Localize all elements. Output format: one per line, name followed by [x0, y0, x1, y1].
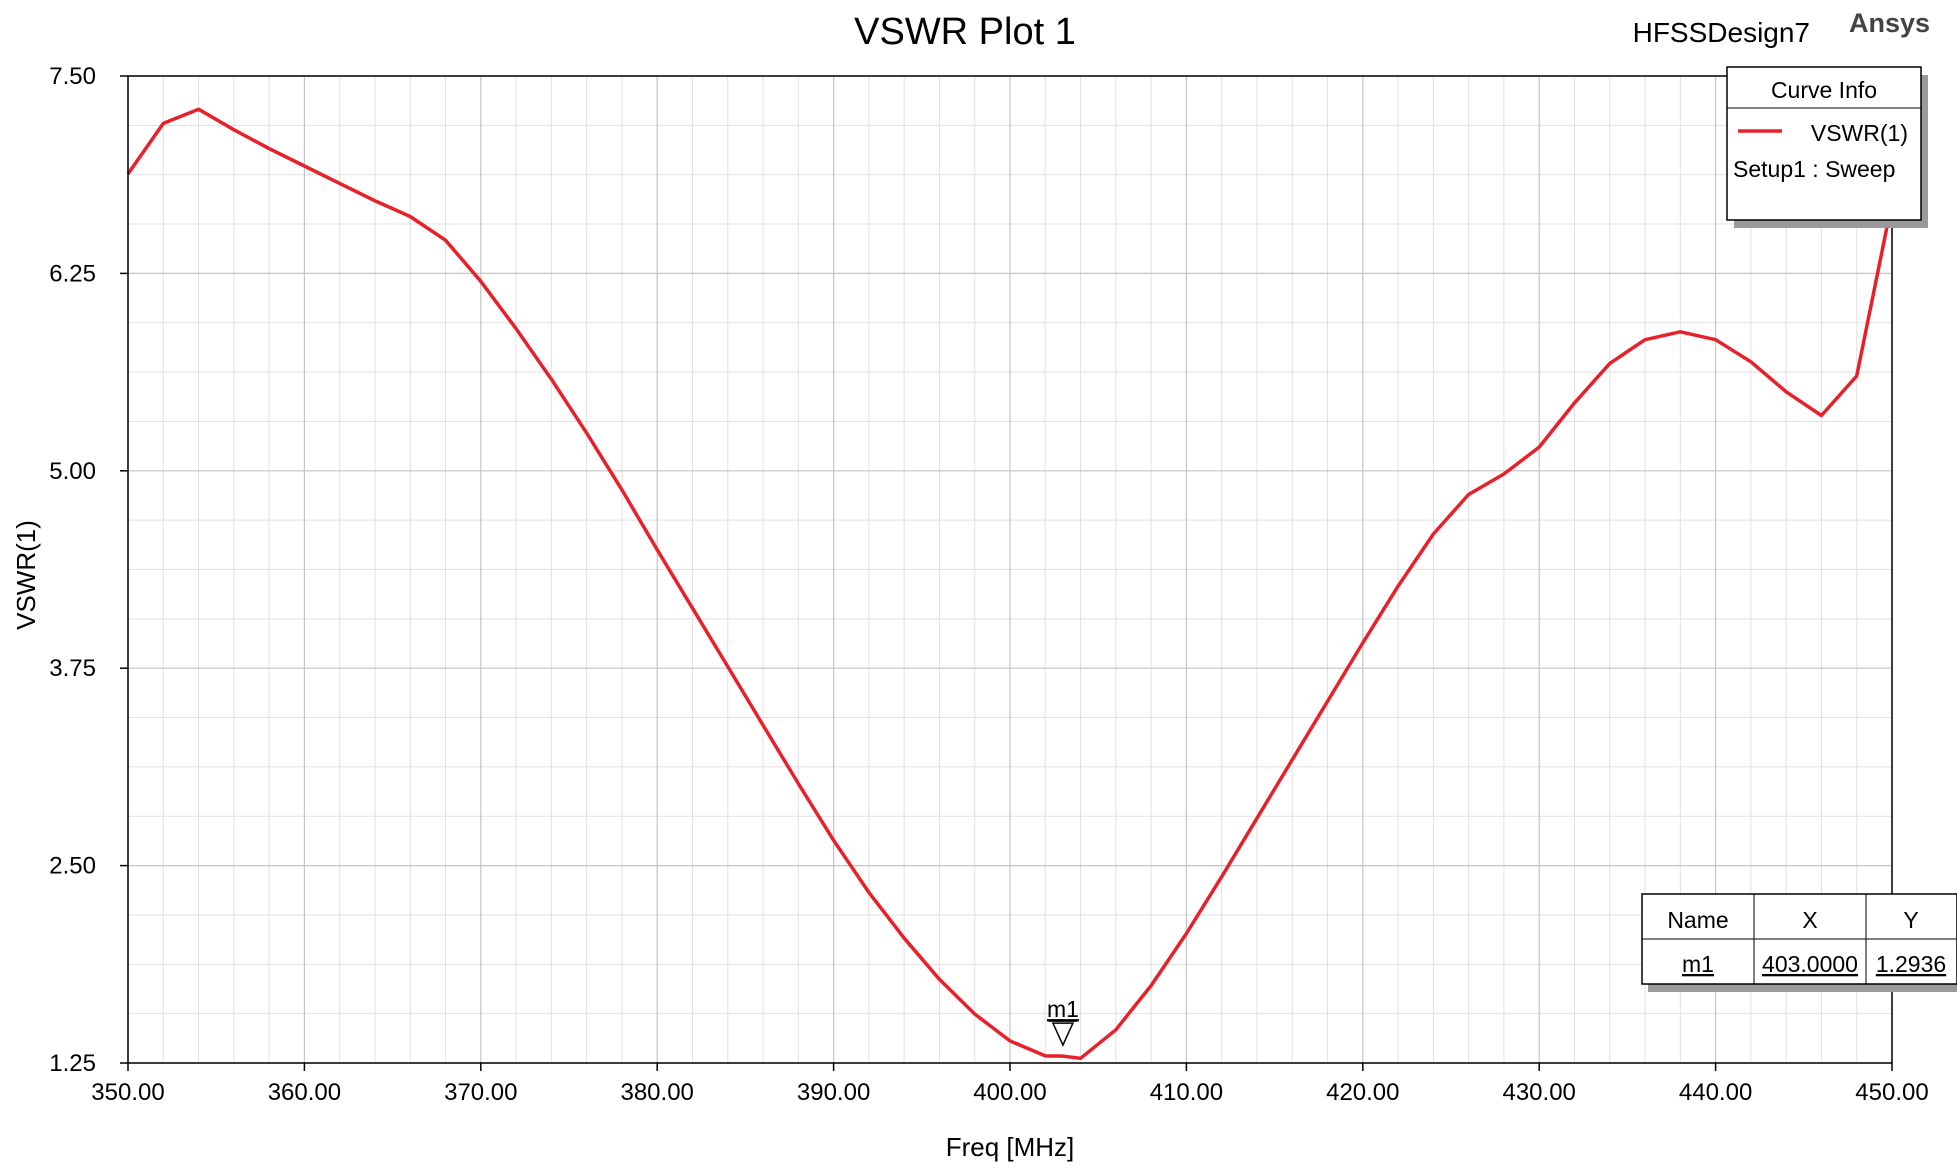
- marker-table-header-x: X: [1802, 907, 1817, 933]
- ansys-logo: Ansys: [1849, 8, 1930, 38]
- marker-triangle-icon: [1051, 1022, 1075, 1047]
- marker-table-cell-y[interactable]: 1.2936: [1876, 951, 1946, 977]
- marker-table-cell-x[interactable]: 403.0000: [1762, 951, 1858, 977]
- legend-series-name: VSWR(1): [1811, 120, 1908, 146]
- design-name: HFSSDesign7: [1633, 17, 1810, 48]
- x-tick-label: 430.00: [1502, 1079, 1575, 1106]
- y-tick-label: 5.00: [49, 458, 96, 485]
- y-tick-label: 3.75: [49, 655, 96, 682]
- legend-series-setup: Setup1 : Sweep: [1733, 156, 1895, 182]
- legend-title: Curve Info: [1771, 77, 1877, 103]
- x-tick-label: 410.00: [1150, 1079, 1223, 1106]
- x-axis-label: Freq [MHz]: [946, 1132, 1075, 1162]
- marker-m1[interactable]: m1: [1047, 996, 1079, 1047]
- y-tick-labels: 1.25 2.50 3.75 5.00 6.25 7.50: [49, 63, 96, 1077]
- x-tick-label: 350.00: [91, 1079, 164, 1106]
- legend[interactable]: Curve Info VSWR(1) Setup1 : Sweep: [1726, 66, 1928, 228]
- x-tick-label: 390.00: [797, 1079, 870, 1106]
- x-tick-label: 450.00: [1855, 1079, 1928, 1106]
- axis-ticks: [120, 75, 1893, 1071]
- x-tick-label: 440.00: [1679, 1079, 1752, 1106]
- y-tick-label: 1.25: [49, 1050, 96, 1077]
- x-tick-label: 400.00: [973, 1079, 1046, 1106]
- x-tick-label: 370.00: [444, 1079, 517, 1106]
- y-tick-label: 7.50: [49, 63, 96, 90]
- y-axis-label: VSWR(1): [11, 520, 41, 630]
- x-tick-label: 360.00: [268, 1079, 341, 1106]
- x-tick-label: 380.00: [620, 1079, 693, 1106]
- x-tick-labels: 350.00 360.00 370.00 380.00 390.00 400.00 410.…: [91, 1079, 1928, 1106]
- marker-table-cell-name[interactable]: m1: [1682, 951, 1714, 977]
- vswr-curve: [126, 107, 1894, 1061]
- marker-label: m1: [1047, 996, 1079, 1022]
- marker-table[interactable]: Name X Y m1 403.0000 1.2936: [1641, 893, 1957, 992]
- marker-table-header-name: Name: [1667, 907, 1728, 933]
- y-tick-label: 6.25: [49, 260, 96, 287]
- x-tick-label: 420.00: [1326, 1079, 1399, 1106]
- marker-table-header-y: Y: [1903, 907, 1918, 933]
- chart-title: VSWR Plot 1: [854, 11, 1076, 53]
- y-tick-label: 2.50: [49, 853, 96, 880]
